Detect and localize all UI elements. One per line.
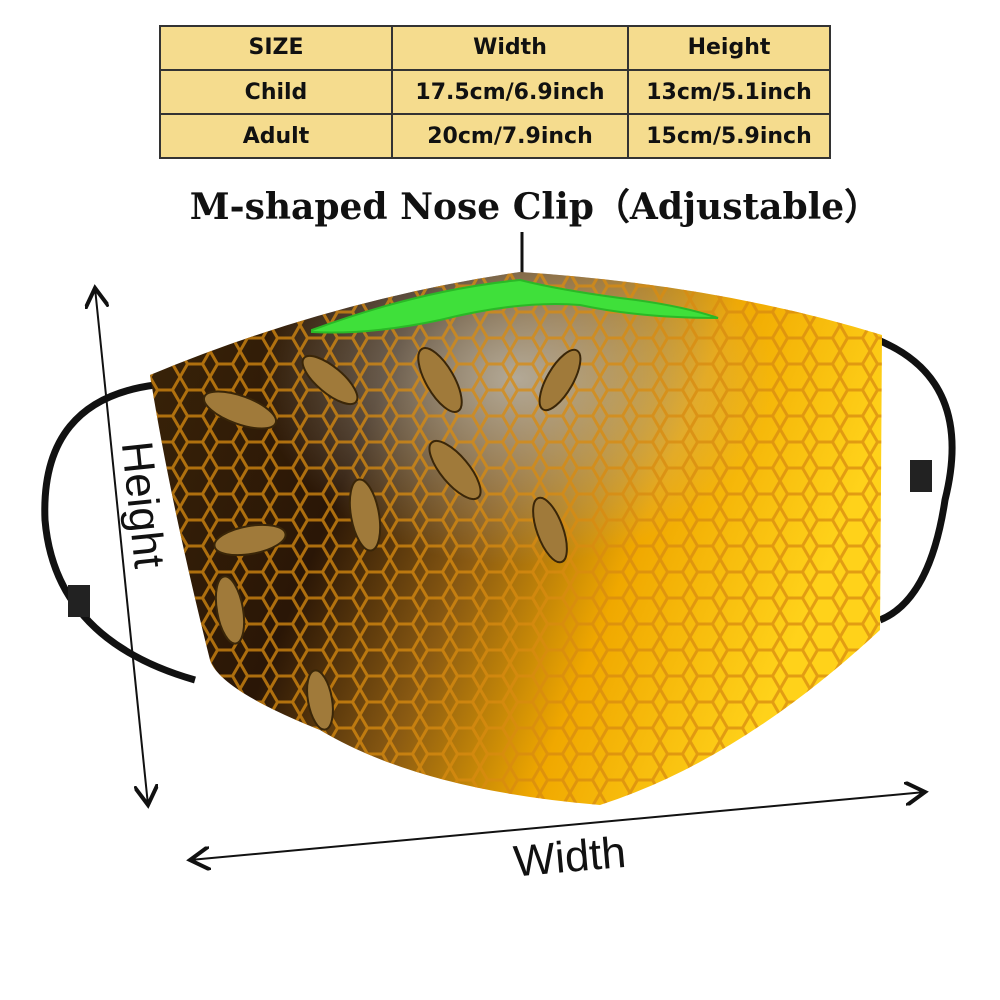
bee [532, 496, 568, 564]
height-arrow [95, 288, 148, 805]
bee [306, 669, 334, 731]
bee [213, 523, 287, 557]
table-bg [159, 25, 831, 159]
honeycomb [150, 272, 882, 805]
cell: 17.5cm/6.9inch [415, 80, 604, 105]
bee [348, 478, 382, 552]
header-cell: SIZE [248, 35, 303, 60]
bee [202, 390, 278, 430]
nose-clip [311, 278, 719, 334]
adjuster [68, 585, 90, 617]
width-label: Width [512, 828, 628, 887]
bee [214, 575, 246, 645]
cell: Adult [243, 124, 310, 149]
width-arrow [190, 792, 925, 860]
right-loop [876, 336, 956, 624]
size-table: SIZE Width Height Child 17.5cm/6.9inch 1… [159, 25, 831, 159]
bees [202, 347, 582, 731]
bee [428, 439, 482, 501]
cell: 15cm/5.9inch [646, 124, 812, 149]
adjuster [910, 460, 932, 492]
nose-clip-label: M-shaped Nose Clip（Adjustable） [190, 186, 880, 228]
mask [150, 272, 882, 805]
bee [417, 347, 463, 413]
bee [538, 348, 582, 412]
header-cell: Width [473, 35, 547, 60]
cell: Child [245, 80, 308, 105]
header-cell: Height [688, 35, 771, 60]
bee [301, 354, 359, 406]
cell: 13cm/5.1inch [646, 80, 812, 105]
cell: 20cm/7.9inch [427, 124, 593, 149]
